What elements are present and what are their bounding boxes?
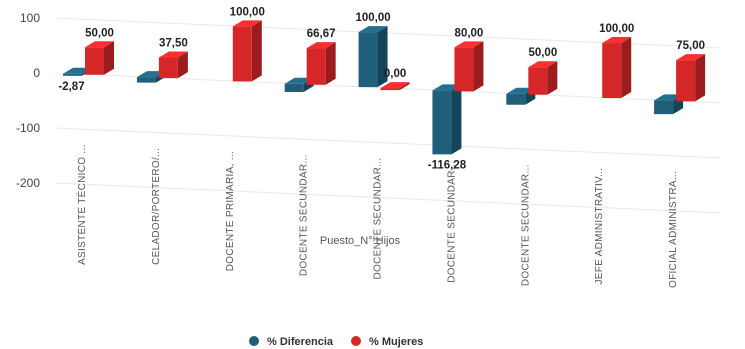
data-label: 0,00 <box>384 68 406 80</box>
y-tick-label: -100 <box>16 121 40 135</box>
bar-mujeres <box>528 61 558 95</box>
gridline <box>54 127 721 159</box>
y-tick-label: 0 <box>33 66 40 80</box>
data-label: 66,67 <box>307 28 336 40</box>
x-axis-categories: ASISTENTE TÉCNICO ... CELADOR/PORTERO/...… <box>75 144 679 288</box>
legend-item: % Diferencia <box>249 336 334 348</box>
bar-mujeres <box>85 41 114 75</box>
data-label: -116,28 <box>428 159 467 171</box>
category-label: DOCENTE SECUNDAR... <box>299 154 310 276</box>
bar-mujeres <box>158 51 188 79</box>
legend: % Diferencia % Mujeres <box>249 336 423 348</box>
data-label: 37,50 <box>159 37 188 49</box>
data-label: 50,00 <box>528 47 557 59</box>
legend-swatch <box>249 336 259 346</box>
bar-mujeres <box>232 20 262 82</box>
y-tick-label: 100 <box>20 11 40 25</box>
legend-item: % Mujeres <box>351 336 423 348</box>
data-label: 80,00 <box>455 27 484 39</box>
y-axis: 2001000-100-200 <box>16 11 40 190</box>
category-label: DOCENTE SECUNDAR... <box>446 161 457 283</box>
legend-swatch <box>351 336 361 346</box>
bar-diferencia <box>432 84 462 155</box>
bar-mujeres <box>380 82 410 91</box>
y-tick-label: -200 <box>16 176 40 190</box>
bars <box>63 20 706 155</box>
bar-mujeres <box>602 37 632 99</box>
category-label: DOCENTE SECUNDAR... <box>520 164 531 286</box>
data-labels: -2,87 50,00 37,50 100,00 66,67 100,00 0,00 -116… <box>58 6 705 171</box>
bar-mujeres <box>454 41 484 92</box>
category-label: CELADOR/PORTERO/... <box>151 148 162 265</box>
data-label: 100,00 <box>230 6 265 18</box>
data-label: -2,87 <box>58 81 84 93</box>
category-label: OFICIAL ADMINISTRA... <box>668 171 679 288</box>
bar-diferencia <box>358 26 388 88</box>
bar-mujeres <box>306 42 336 85</box>
category-label: DOCENTE PRIMARIA, ... <box>225 151 236 271</box>
category-label: DOCENTE SECUNDAR... <box>373 158 384 280</box>
category-label: ASISTENTE TÉCNICO ... <box>75 144 88 265</box>
gridline <box>54 182 721 214</box>
data-label: 100,00 <box>355 12 390 24</box>
legend-label: % Diferencia <box>267 336 334 348</box>
data-label: 100,00 <box>599 23 634 35</box>
data-label: 75,00 <box>676 40 705 52</box>
data-label: 50,00 <box>85 27 114 39</box>
x-axis-title: Puesto_N° Hijos <box>320 235 401 247</box>
category-label: JEFE ADMINISTRATIV... <box>594 168 605 285</box>
legend-label: % Mujeres <box>369 336 423 348</box>
bar-mujeres <box>676 54 706 102</box>
